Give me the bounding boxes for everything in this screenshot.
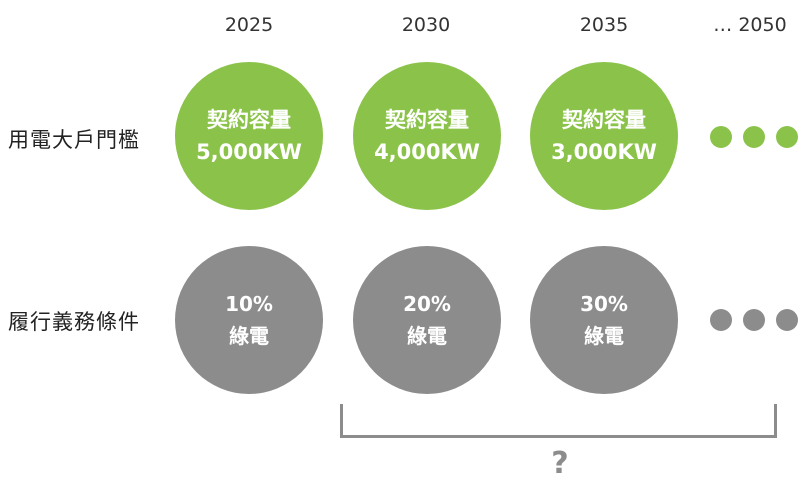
obligation-circle-percent: 30% bbox=[580, 292, 628, 316]
threshold-circle-value: 3,000KW bbox=[551, 140, 657, 164]
obligation-circle-percent: 10% bbox=[225, 292, 273, 316]
ellipsis-dot bbox=[710, 126, 732, 148]
obligation-ellipsis-dots bbox=[710, 309, 798, 331]
question-mark: ? bbox=[551, 446, 569, 481]
year-2025: 2025 bbox=[224, 14, 274, 36]
threshold-circle-title: 契約容量 bbox=[207, 108, 291, 132]
threshold-ellipsis-dots bbox=[710, 126, 798, 148]
obligation-circle-percent: 20% bbox=[403, 292, 451, 316]
threshold-circle-value: 5,000KW bbox=[196, 140, 302, 164]
row-label-obligation: 履行義務條件 bbox=[8, 310, 140, 334]
ellipsis-dot bbox=[743, 309, 765, 331]
obligation-circle-2030: 20% 綠電 bbox=[353, 246, 501, 394]
threshold-circle-2035: 契約容量 3,000KW bbox=[530, 62, 678, 210]
ellipsis-dot bbox=[776, 126, 798, 148]
ellipsis-dot bbox=[743, 126, 765, 148]
threshold-circle-2030: 契約容量 4,000KW bbox=[353, 62, 501, 210]
future-bracket bbox=[340, 404, 777, 438]
obligation-circle-label: 綠電 bbox=[584, 324, 624, 348]
obligation-circle-label: 綠電 bbox=[407, 324, 447, 348]
obligation-circle-label: 綠電 bbox=[229, 324, 269, 348]
row-label-threshold: 用電大戶門檻 bbox=[8, 128, 140, 152]
threshold-circle-2025: 契約容量 5,000KW bbox=[175, 62, 323, 210]
threshold-circle-title: 契約容量 bbox=[562, 108, 646, 132]
threshold-circle-value: 4,000KW bbox=[374, 140, 480, 164]
ellipsis-dot bbox=[710, 309, 732, 331]
obligation-circle-2035: 30% 綠電 bbox=[530, 246, 678, 394]
threshold-circle-title: 契約容量 bbox=[385, 108, 469, 132]
year-2050: … 2050 bbox=[713, 14, 787, 36]
ellipsis-dot bbox=[776, 309, 798, 331]
year-2035: 2035 bbox=[579, 14, 629, 36]
obligation-circle-2025: 10% 綠電 bbox=[175, 246, 323, 394]
year-2030: 2030 bbox=[401, 14, 451, 36]
